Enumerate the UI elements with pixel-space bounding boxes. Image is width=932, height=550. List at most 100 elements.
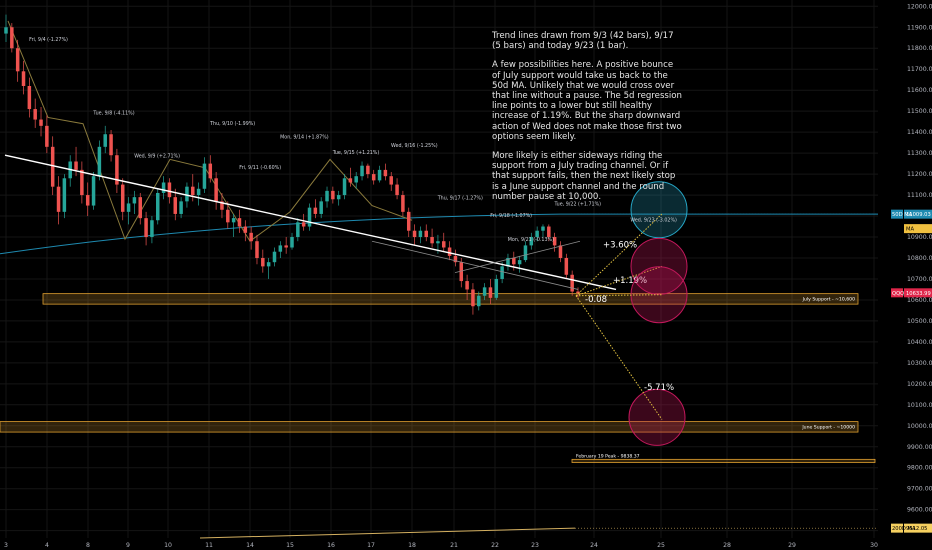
candle-body bbox=[535, 230, 539, 238]
projection-label: -5.71% bbox=[644, 383, 674, 393]
price-badge-value: 10633.99 bbox=[906, 291, 931, 297]
bar-annotation: Wed, 9/9 (+2.71%) bbox=[134, 153, 180, 159]
candle-body bbox=[547, 226, 551, 238]
y-tick-label: 10700.00 bbox=[907, 276, 932, 283]
candle-body bbox=[202, 163, 207, 189]
y-tick-label: 11500.00 bbox=[907, 108, 932, 115]
candle-body bbox=[371, 174, 376, 181]
candle-body bbox=[552, 237, 557, 246]
candle-body bbox=[424, 230, 428, 238]
candle-body bbox=[377, 169, 382, 181]
trend-lines bbox=[4, 154, 617, 291]
bar-annotation: Mon, 9/21 (-0.13%) bbox=[508, 237, 554, 243]
candle-body bbox=[325, 190, 329, 202]
candle-body bbox=[506, 257, 510, 267]
candle-body bbox=[161, 182, 166, 193]
price-badge-tag bbox=[891, 523, 903, 533]
x-tick-label: 4 bbox=[45, 542, 49, 549]
swing-line bbox=[7, 20, 413, 242]
candle-body bbox=[488, 287, 493, 298]
candle-body bbox=[132, 197, 137, 204]
bar-annotation: Tue, 9/22 (+1.71%) bbox=[553, 202, 601, 208]
price-badge-prefix: 50D MA bbox=[892, 212, 913, 218]
candle-body bbox=[27, 85, 32, 110]
candle-body bbox=[313, 207, 318, 214]
time-axis[interactable]: 3 4 8 9 10 11 14 15 16 17 18 21 22 23 24 25 28 29 30 bbox=[4, 542, 878, 549]
y-tick-label: 11600.00 bbox=[907, 87, 932, 94]
candle-body bbox=[261, 257, 265, 267]
candle-body bbox=[570, 274, 574, 292]
price-axis[interactable]: 12000.00 11900.00 11800.00 11700.00 11600.00… bbox=[907, 3, 932, 534]
y-tick-label: 11700.00 bbox=[907, 66, 932, 73]
candle-body bbox=[500, 266, 504, 279]
candle-body bbox=[494, 278, 499, 298]
support-zone-label: June Support - ~10000 bbox=[801, 424, 855, 430]
candle-body bbox=[33, 109, 37, 120]
support-zone bbox=[42, 293, 859, 305]
candle-body bbox=[296, 222, 300, 238]
x-tick-label: 11 bbox=[205, 542, 213, 549]
candle-body bbox=[307, 207, 312, 227]
candlesticks bbox=[4, 14, 580, 315]
long-trend-line bbox=[4, 154, 617, 291]
candle-body bbox=[290, 237, 294, 248]
note-paragraph-1: Trend lines drawn from 9/3 (42 bars), 9/… bbox=[492, 31, 674, 52]
candle-body bbox=[39, 119, 43, 126]
candle-body bbox=[80, 169, 84, 196]
candle-body bbox=[447, 247, 452, 256]
candle-body bbox=[401, 195, 405, 212]
candle-body bbox=[301, 222, 306, 227]
candle-body bbox=[512, 257, 516, 265]
y-tick-label: 10300.00 bbox=[907, 360, 932, 367]
x-tick-label: 30 bbox=[870, 542, 878, 549]
y-tick-label: 11400.00 bbox=[907, 129, 932, 136]
x-tick-label: 16 bbox=[327, 542, 335, 549]
candle-body bbox=[62, 178, 67, 212]
candle-body bbox=[284, 245, 288, 248]
note-paragraph-3: More likely is either sideways riding th… bbox=[492, 151, 676, 202]
candle-body bbox=[529, 237, 534, 246]
candle-body bbox=[576, 291, 580, 294]
projection-path bbox=[575, 294, 663, 297]
candle-body bbox=[196, 188, 201, 196]
price-badge-tag bbox=[891, 209, 903, 219]
y-tick-label: 10800.00 bbox=[907, 255, 932, 262]
candle-body bbox=[56, 186, 61, 212]
candle-body bbox=[354, 176, 358, 183]
candle-body bbox=[255, 241, 259, 258]
note-paragraph-2: A few possibilities here. A positive bou… bbox=[492, 60, 682, 142]
candle-body bbox=[220, 201, 224, 210]
bar-annotation: Tue, 9/15 (+1.21%) bbox=[332, 150, 380, 156]
price-badge-value: 9512.05 bbox=[906, 526, 927, 532]
candle-body bbox=[231, 218, 236, 223]
candle-body bbox=[459, 262, 464, 282]
support-zones: July Support - ~10,600 June Support - ~10… bbox=[0, 293, 876, 463]
support-zone bbox=[571, 458, 876, 463]
candle-body bbox=[214, 178, 218, 202]
x-tick-label: 22 bbox=[491, 542, 499, 549]
candle-body bbox=[243, 226, 248, 233]
y-tick-label: 10200.00 bbox=[907, 381, 932, 388]
projection-label: +1.19% bbox=[613, 276, 647, 286]
y-tick-label: 11300.00 bbox=[907, 150, 932, 157]
candle-body bbox=[272, 251, 277, 263]
y-tick-label: 10400.00 bbox=[907, 339, 932, 346]
price-badge-value: MA bbox=[906, 227, 914, 233]
x-tick-label: 3 bbox=[4, 542, 8, 549]
candle-body bbox=[208, 163, 213, 179]
candle-body bbox=[103, 134, 107, 147]
candle-body bbox=[360, 165, 364, 177]
support-zone-label: July Support - ~10,600 bbox=[802, 296, 855, 302]
candle-body bbox=[120, 184, 125, 212]
candle-body bbox=[226, 209, 230, 223]
candle-body bbox=[389, 176, 393, 185]
x-tick-label: 17 bbox=[367, 542, 375, 549]
x-tick-label: 14 bbox=[246, 542, 254, 549]
candle-body bbox=[10, 27, 14, 49]
support-zone-label: February 19 Peak - 9838.37 bbox=[576, 453, 640, 459]
price-badge-prefix: QQQ bbox=[892, 291, 904, 297]
bar-annotation: Wed, 9/16 (-1.25%) bbox=[391, 143, 438, 149]
candle-body bbox=[179, 201, 183, 214]
y-tick-label: 9800.00 bbox=[907, 465, 932, 472]
